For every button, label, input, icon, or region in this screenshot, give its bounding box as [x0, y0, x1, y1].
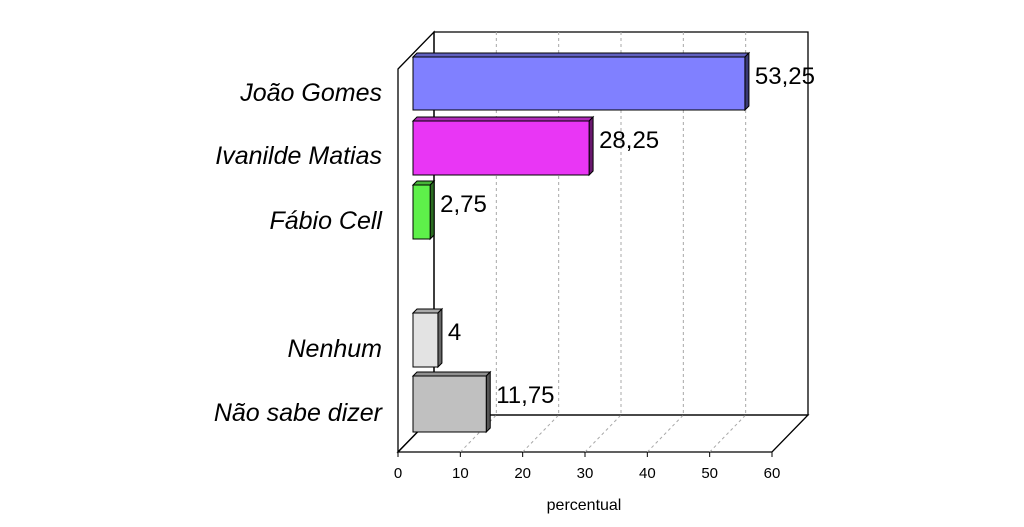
- bar-side-face: [437, 307, 443, 369]
- x-axis-ticks: 0 10 20 30 40 50 60: [394, 452, 781, 482]
- value-label: 28,25: [599, 127, 659, 154]
- bar-top-face: [411, 52, 751, 58]
- bar-front-face: [412, 120, 590, 176]
- bar-top-face: [411, 371, 492, 377]
- bar-1: [411, 51, 751, 112]
- tick-label: 40: [639, 465, 656, 482]
- bar-side-face: [429, 179, 435, 241]
- gridline-floor: [522, 414, 560, 453]
- bar-front-face: [412, 56, 746, 111]
- gridline-floor: [584, 414, 622, 453]
- bar-side-face: [485, 370, 491, 434]
- bar-4: [411, 307, 444, 369]
- category-label: Nenhum: [288, 335, 383, 363]
- value-label: 2,75: [440, 191, 487, 218]
- category-labels: João Gomes Ivanilde Matias Fábio Cell Nenhu…: [214, 79, 384, 427]
- tick-label: 50: [701, 465, 718, 482]
- bars: [411, 51, 751, 434]
- gridline-floor: [709, 414, 747, 453]
- tick-label: 60: [764, 465, 781, 482]
- value-label: 53,25: [755, 63, 815, 90]
- bar-top-face: [411, 308, 444, 314]
- category-label: Não sabe dizer: [214, 399, 384, 427]
- bar-side-face: [588, 115, 594, 177]
- category-label: Ivanilde Matias: [215, 142, 382, 170]
- tick-label: 10: [452, 465, 469, 482]
- tick-label: 20: [514, 465, 531, 482]
- tick-label: 0: [394, 465, 402, 482]
- value-label: 4: [448, 319, 461, 346]
- bar-front-face: [412, 184, 431, 240]
- tick-label: 30: [577, 465, 594, 482]
- category-label: João Gomes: [239, 79, 382, 107]
- bar-front-face: [412, 375, 487, 433]
- category-label: Fábio Cell: [269, 207, 383, 235]
- bar-3: [411, 179, 436, 241]
- x-axis-title: percentual: [547, 497, 622, 514]
- bar-2: [411, 115, 595, 177]
- gridline-floor: [646, 414, 684, 453]
- bar-5: [411, 370, 492, 434]
- bar-side-face: [744, 51, 750, 112]
- value-labels: 53,25 28,25 2,75 4 11,75: [440, 63, 815, 409]
- bar-top-face: [411, 116, 595, 122]
- bar-front-face: [412, 312, 439, 368]
- value-label: 11,75: [496, 382, 554, 409]
